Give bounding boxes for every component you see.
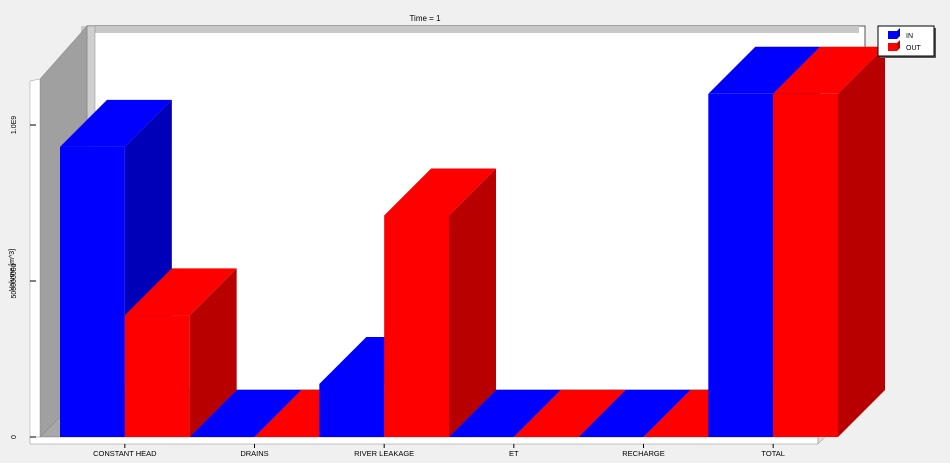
bar-top-face xyxy=(773,46,885,94)
legend-swatch xyxy=(888,31,897,39)
left-wall-front-edge xyxy=(29,78,41,440)
legend-box xyxy=(877,25,935,57)
bar-side-face xyxy=(838,46,885,438)
chart-title: Time = 1 xyxy=(409,14,441,23)
legend-label: IN xyxy=(906,33,913,40)
x-tick-label: ET xyxy=(509,449,519,458)
bar xyxy=(384,168,496,438)
bar-top-face xyxy=(578,390,691,437)
bar-top-face xyxy=(384,168,496,216)
bar-front-face xyxy=(124,315,190,437)
legend-swatch-side xyxy=(897,40,900,51)
bar-top-face xyxy=(60,99,172,147)
bar-side-face xyxy=(189,268,237,437)
bar-top-face xyxy=(124,268,237,316)
bars xyxy=(60,46,885,438)
x-axis: CONSTANT HEAD DRAINS RIVER LEAKAGE ET RECHAR… xyxy=(93,444,785,458)
legend: IN OUT xyxy=(877,25,936,58)
y-axis: 0 500000000 1.0E9 Volume [m^3] xyxy=(9,116,36,439)
bar-front-face xyxy=(384,215,449,437)
x-tick-label: CONSTANT HEAD xyxy=(93,449,157,458)
bar xyxy=(773,46,885,438)
back-wall-top-edge xyxy=(81,26,859,33)
bar xyxy=(449,390,561,437)
x-tick-label: DRAINS xyxy=(240,449,268,458)
floor-front-edge xyxy=(29,436,819,445)
bar-top-face xyxy=(708,46,821,94)
x-tick-label: RIVER LEAKAGE xyxy=(354,449,414,458)
legend-label: OUT xyxy=(906,45,922,52)
bar-top-face xyxy=(449,390,561,437)
legend-swatch-side xyxy=(897,28,900,39)
bar-front-face xyxy=(60,146,125,437)
bar xyxy=(124,268,237,437)
x-tick-label: RECHARGE xyxy=(622,449,665,458)
y-tick-label: 500000000 xyxy=(11,263,18,298)
bar xyxy=(513,390,626,437)
x-tick-label: TOTAL xyxy=(761,449,784,458)
y-tick-label: 1.0E9 xyxy=(11,116,18,134)
y-tick-label: 0 xyxy=(11,435,18,439)
bar-front-face xyxy=(708,93,774,438)
bar-side-face xyxy=(449,168,496,438)
bar xyxy=(578,390,691,437)
bar-top-face xyxy=(189,390,302,437)
y-axis-label: Volume [m^3] xyxy=(9,249,16,291)
bar-top-face xyxy=(513,390,626,437)
bar-front-face xyxy=(773,93,838,438)
legend-swatch xyxy=(888,43,897,51)
bar xyxy=(189,390,302,437)
bar-front-face xyxy=(319,383,385,437)
